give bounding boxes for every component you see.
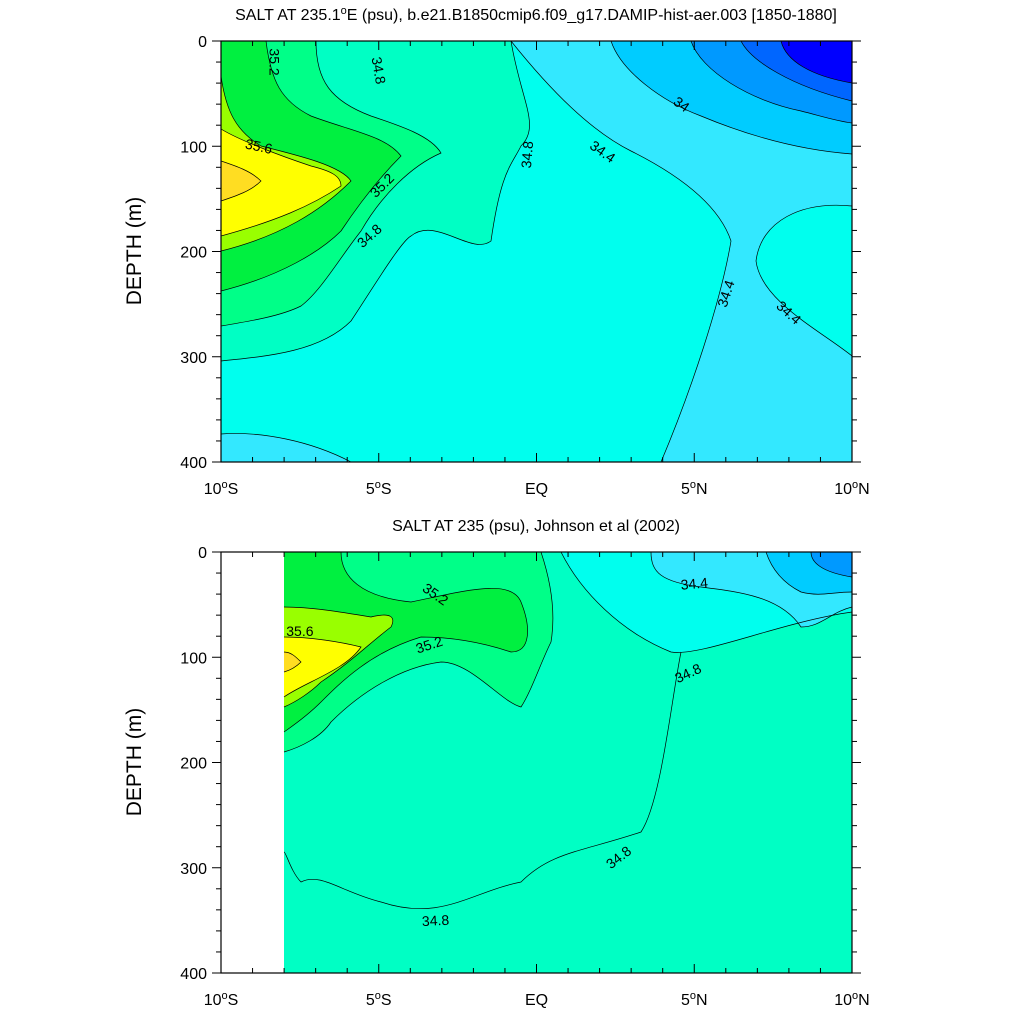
x-tick-label: 10oN bbox=[834, 479, 869, 498]
y-tick-label: 400 bbox=[180, 455, 207, 472]
panel-model-plot-area bbox=[221, 41, 852, 462]
contour-line-34-4-north-pool bbox=[755, 204, 852, 357]
contour-line-33-9 bbox=[740, 41, 852, 102]
x-tick-label: 10oS bbox=[204, 990, 239, 1009]
x-tick-label: 5oS bbox=[366, 990, 392, 1009]
x-tick-label: 10oN bbox=[834, 990, 869, 1009]
y-tick-label: 0 bbox=[198, 34, 207, 51]
y-tick-label: 100 bbox=[180, 139, 207, 156]
contour-label: 34.4 bbox=[680, 574, 709, 592]
contour-line-34-2-north bbox=[810, 552, 852, 578]
contour-line-35-6 bbox=[283, 636, 362, 698]
panel-model-title: SALT AT 235.1oE (psu), b.e21.B1850cmip6.… bbox=[235, 5, 837, 24]
x-tick-label: 5oS bbox=[366, 479, 392, 498]
y-tick-label: 300 bbox=[180, 861, 207, 878]
panel-model-contour-lines bbox=[221, 41, 852, 462]
contour-line-34-4-north bbox=[510, 41, 732, 462]
y-tick-label: 400 bbox=[180, 966, 207, 983]
y-tick-label: 300 bbox=[180, 350, 207, 367]
panel-model-axes: 10oS 5oS EQ 5oN 10oN 0 100 200 300 400 bbox=[180, 34, 869, 498]
contour-line-34-8-deep bbox=[283, 651, 682, 910]
contour-line-35-2 bbox=[221, 41, 402, 292]
x-tick-label: 5oN bbox=[681, 990, 708, 1009]
fill-band-35-8 bbox=[284, 652, 301, 672]
contour-label: 35.2 bbox=[267, 48, 283, 75]
y-tick-label: 200 bbox=[180, 756, 207, 773]
fill-band-34-0 bbox=[811, 552, 852, 577]
contour-line-34-8-north bbox=[560, 552, 852, 653]
fill-band-35-8 bbox=[221, 161, 261, 201]
panel-obs-contour-fills bbox=[284, 552, 852, 973]
panel-obs: SALT AT 235 (psu), Johnson et al (2002) bbox=[123, 518, 870, 1009]
fill-band-34-4-deep-south bbox=[221, 433, 351, 462]
x-tick-label: 10oS bbox=[204, 479, 239, 498]
contour-line-35-0 bbox=[283, 552, 554, 753]
contour-line-35-4 bbox=[221, 75, 352, 252]
panel-model: SALT AT 235.1oE (psu), b.e21.B1850cmip6.… bbox=[123, 5, 870, 498]
y-tick-label: 0 bbox=[198, 545, 207, 562]
fill-band-34-4-north bbox=[511, 41, 852, 462]
panel-obs-plot-area bbox=[283, 552, 852, 973]
x-tick-label: EQ bbox=[525, 481, 548, 498]
panel-obs-axes: 10oS 5oS EQ 5oN 10oN 0 100 200 300 400 bbox=[180, 545, 869, 1009]
panel-model-y-axis-label: DEPTH (m) bbox=[123, 197, 146, 306]
fill-band-35-6 bbox=[284, 637, 361, 697]
contour-line-35-0 bbox=[221, 41, 442, 327]
x-tick-label: EQ bbox=[525, 992, 548, 1009]
y-tick-label: 200 bbox=[180, 245, 207, 262]
contour-line-35-6 bbox=[221, 128, 342, 237]
contour-line-35-4 bbox=[283, 606, 394, 708]
contour-line-35-8 bbox=[283, 651, 302, 673]
contour-line-35-8 bbox=[221, 160, 262, 202]
contour-line-35-2 bbox=[283, 552, 528, 733]
contour-line-34-8 bbox=[221, 41, 530, 362]
panel-model-contour-fills bbox=[221, 41, 852, 462]
contour-label: 35.6 bbox=[244, 136, 274, 157]
panel-obs-title: SALT AT 235 (psu), Johnson et al (2002) bbox=[392, 518, 680, 535]
contour-label: 35.6 bbox=[286, 623, 313, 639]
panel-obs-contour-lines bbox=[283, 552, 852, 910]
fill-band-35-6 bbox=[221, 129, 341, 236]
contour-label: 34.8 bbox=[518, 140, 536, 169]
y-tick-label: 100 bbox=[180, 650, 207, 667]
fill-band-34-6-north-pool bbox=[756, 205, 852, 356]
contour-line-34-0 bbox=[690, 41, 852, 124]
contour-line-34-2 bbox=[610, 41, 852, 155]
contour-label: 34.8 bbox=[369, 56, 390, 86]
contour-line-34-4-north bbox=[765, 552, 852, 595]
fill-band-33-8 bbox=[781, 41, 852, 83]
x-tick-label: 5oN bbox=[681, 479, 708, 498]
panel-obs-y-axis-label: DEPTH (m) bbox=[123, 708, 146, 817]
contour-label: 34.8 bbox=[422, 912, 450, 929]
contour-line-33-8 bbox=[780, 41, 852, 84]
contour-line-34-4-deep-south bbox=[221, 433, 352, 462]
contour-line-34-6-north bbox=[650, 552, 852, 628]
